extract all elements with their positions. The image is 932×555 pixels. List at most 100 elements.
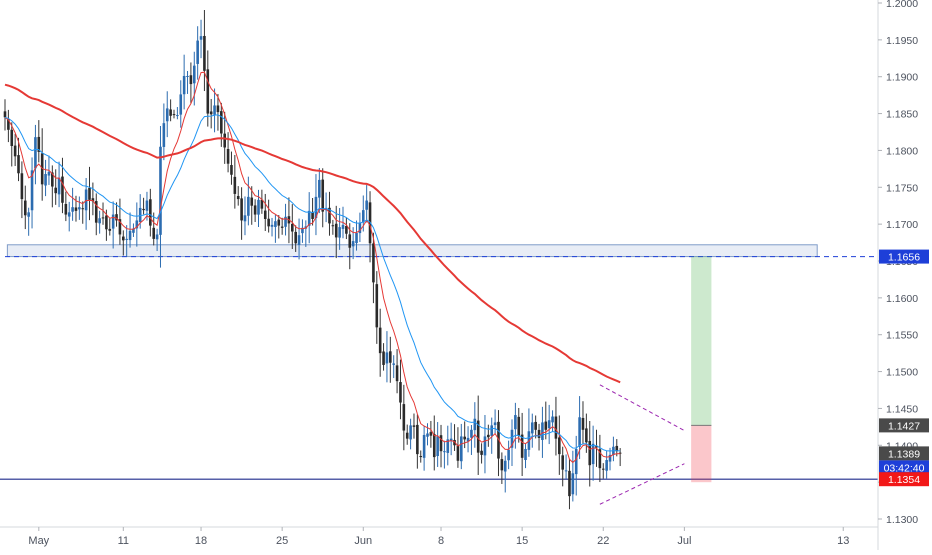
- candle-body[interactable]: [74, 207, 78, 211]
- candle-body[interactable]: [243, 215, 247, 222]
- candle-body[interactable]: [206, 69, 210, 114]
- candle-body[interactable]: [128, 230, 132, 241]
- candle-body[interactable]: [111, 214, 115, 229]
- candle-body[interactable]: [321, 179, 325, 212]
- candle-body[interactable]: [199, 36, 203, 40]
- candle-body[interactable]: [463, 436, 466, 440]
- candle-body[interactable]: [466, 437, 470, 442]
- candle-body[interactable]: [541, 422, 544, 440]
- moving-average-2[interactable]: [4, 114, 621, 452]
- candle-body[interactable]: [598, 449, 602, 469]
- candle-body[interactable]: [530, 422, 534, 434]
- candle-body[interactable]: [240, 198, 243, 221]
- candle-body[interactable]: [13, 145, 17, 157]
- candle-body[interactable]: [405, 432, 409, 439]
- candle-body[interactable]: [301, 227, 304, 234]
- candle-body[interactable]: [122, 236, 125, 241]
- candle-body[interactable]: [328, 207, 331, 224]
- candle-body[interactable]: [47, 171, 51, 176]
- candle-body[interactable]: [98, 218, 101, 224]
- candle-body[interactable]: [84, 189, 88, 211]
- candle-body[interactable]: [544, 421, 548, 430]
- candle-body[interactable]: [71, 207, 74, 212]
- candle-body[interactable]: [422, 434, 426, 458]
- candle-body[interactable]: [142, 208, 145, 211]
- candle-body[interactable]: [176, 115, 179, 117]
- candle-body[interactable]: [429, 432, 433, 436]
- candle-body[interactable]: [115, 214, 118, 221]
- candle-body[interactable]: [91, 198, 95, 202]
- candle-body[interactable]: [615, 445, 619, 452]
- candle-body[interactable]: [280, 226, 284, 228]
- candle-body[interactable]: [436, 436, 439, 457]
- position-loss-zone[interactable]: [691, 425, 712, 483]
- candle-body[interactable]: [88, 187, 91, 200]
- candle-body[interactable]: [274, 221, 277, 227]
- candle-body[interactable]: [78, 207, 81, 210]
- candle-body[interactable]: [520, 434, 524, 458]
- candle-body[interactable]: [487, 434, 490, 438]
- candle-body[interactable]: [372, 243, 375, 283]
- candle-body[interactable]: [54, 187, 57, 194]
- candle-body[interactable]: [551, 416, 554, 423]
- candle-body[interactable]: [189, 75, 193, 85]
- candle-body[interactable]: [277, 219, 281, 226]
- candle-body[interactable]: [409, 425, 412, 440]
- candle-body[interactable]: [389, 351, 392, 363]
- candle-body[interactable]: [399, 382, 402, 403]
- candle-body[interactable]: [581, 417, 585, 430]
- candle-body[interactable]: [34, 137, 37, 169]
- candle-body[interactable]: [125, 238, 128, 240]
- candle-body[interactable]: [514, 415, 517, 430]
- candle-body[interactable]: [392, 363, 395, 365]
- candle-body[interactable]: [145, 200, 149, 211]
- candle-body[interactable]: [443, 451, 446, 453]
- candle-body[interactable]: [101, 217, 105, 219]
- candle-body[interactable]: [537, 429, 541, 438]
- moving-average-3[interactable]: [4, 83, 621, 384]
- candle-body[interactable]: [267, 218, 270, 227]
- candle-body[interactable]: [307, 210, 311, 226]
- candle-body[interactable]: [585, 428, 588, 443]
- support-zone[interactable]: [6, 244, 818, 258]
- candle-body[interactable]: [284, 216, 287, 227]
- candle-body[interactable]: [608, 454, 612, 462]
- candle-body[interactable]: [449, 438, 453, 441]
- candle-body[interactable]: [571, 473, 575, 495]
- triangle-lower-line[interactable]: [599, 463, 685, 505]
- candle-body[interactable]: [426, 433, 429, 437]
- candle-body[interactable]: [493, 422, 497, 426]
- candle-body[interactable]: [432, 433, 436, 458]
- candle-body[interactable]: [162, 123, 166, 147]
- candle-body[interactable]: [439, 435, 443, 452]
- candle-body[interactable]: [385, 352, 389, 364]
- candle-body[interactable]: [81, 208, 85, 210]
- candle-body[interactable]: [591, 443, 595, 465]
- candle-body[interactable]: [524, 448, 527, 460]
- candle-body[interactable]: [355, 232, 358, 244]
- candle-body[interactable]: [446, 439, 450, 453]
- candle-body[interactable]: [7, 118, 10, 130]
- candle-body[interactable]: [453, 439, 456, 446]
- candle-body[interactable]: [331, 225, 335, 227]
- candle-body[interactable]: [94, 201, 98, 223]
- candle-body[interactable]: [149, 199, 152, 226]
- candle-body[interactable]: [412, 425, 416, 427]
- candle-body[interactable]: [416, 424, 419, 455]
- candle-body[interactable]: [233, 176, 237, 194]
- position-profit-zone[interactable]: [691, 256, 712, 426]
- candle-body[interactable]: [64, 203, 68, 215]
- candle-body[interactable]: [291, 223, 294, 232]
- candle-body[interactable]: [564, 470, 568, 472]
- candle-body[interactable]: [135, 220, 139, 229]
- candle-body[interactable]: [10, 129, 14, 147]
- candle-body[interactable]: [30, 170, 34, 211]
- candle-body[interactable]: [490, 425, 494, 436]
- candle-body[interactable]: [507, 449, 510, 461]
- candle-body[interactable]: [483, 436, 487, 456]
- candle-body[interactable]: [213, 105, 216, 115]
- candle-body[interactable]: [236, 195, 240, 200]
- candle-body[interactable]: [169, 109, 172, 116]
- candle-body[interactable]: [247, 196, 250, 216]
